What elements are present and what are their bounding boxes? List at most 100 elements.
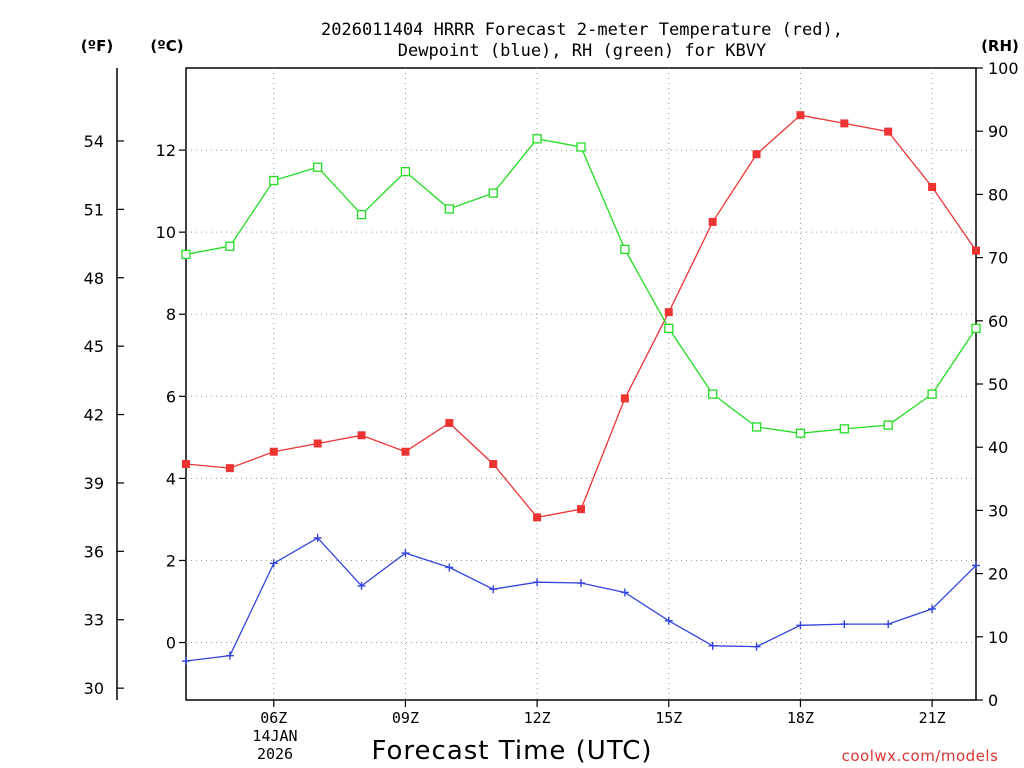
x-tick-label: 21Z — [919, 709, 946, 727]
celsius-tick-label: 4 — [166, 469, 176, 488]
celsius-tick-label: 6 — [166, 387, 176, 406]
rh-point — [839, 424, 849, 434]
rh-point — [576, 142, 586, 152]
fahrenheit-tick-label: 39 — [84, 474, 104, 493]
temperature-point — [313, 439, 322, 448]
rh-unit-label: (RH) — [981, 37, 1019, 55]
rh-point — [313, 162, 323, 172]
temperature-point — [796, 111, 805, 120]
temperature-line — [185, 114, 977, 519]
dewpoint-point — [620, 588, 629, 597]
rh-tick-label: 60 — [988, 312, 1008, 331]
temperature-point — [489, 460, 498, 469]
dewpoint-point — [489, 585, 498, 594]
x-tick-label: 09Z — [392, 709, 419, 727]
rh-tick-label: 70 — [988, 249, 1008, 268]
celsius-unit-label: (ºC) — [150, 37, 183, 55]
dewpoint-point — [182, 657, 190, 666]
fahrenheit-tick-label: 42 — [84, 406, 104, 425]
celsius-tick-label: 2 — [166, 551, 176, 570]
rh-tick-label: 40 — [988, 438, 1008, 457]
celsius-tick-label: 8 — [166, 305, 176, 324]
dewpoint-point — [313, 533, 322, 542]
fahrenheit-tick-label: 45 — [84, 337, 104, 356]
credit-label: coolwx.com/models — [842, 747, 999, 765]
dewpoint-point — [972, 561, 980, 570]
rh-point — [927, 389, 937, 399]
chart-subtitle: Dewpoint (blue), RH (green) for KBVY — [398, 41, 766, 61]
rh-point — [971, 323, 981, 334]
dewpoint-point — [533, 578, 542, 587]
rh-point — [488, 188, 498, 198]
fahrenheit-tick-label: 54 — [84, 132, 104, 151]
temperature-point — [357, 431, 366, 440]
rh-point — [356, 209, 367, 220]
date-label-day: 14JAN — [252, 727, 297, 745]
rh-point — [444, 204, 454, 214]
data-series — [181, 111, 981, 666]
dewpoint-point — [708, 641, 717, 650]
fahrenheit-tick-label: 30 — [84, 679, 104, 698]
fahrenheit-tick-label: 36 — [84, 542, 104, 561]
celsius-tick-label: 10 — [156, 223, 176, 242]
date-label-year: 2026 — [257, 745, 293, 763]
rh-point — [620, 244, 630, 255]
rh-point — [225, 241, 235, 251]
chart-title: 2026011404 HRRR Forecast 2-meter Tempera… — [321, 20, 843, 40]
rh-tick-label: 10 — [988, 628, 1008, 647]
axes: 06Z 09Z 12Z 15Z 18Z 21Z 0 2 4 6 8 10 12 30 33 36 39 42 45 4… — [84, 59, 1019, 727]
x-tick-label: 12Z — [524, 709, 551, 727]
dewpoint-point — [664, 616, 673, 625]
dewpoint-point — [401, 549, 410, 558]
rh-point — [883, 420, 893, 430]
rh-line — [185, 138, 977, 434]
x-tick-label: 15Z — [655, 709, 682, 727]
rh-tick-label: 30 — [988, 501, 1008, 520]
temperature-point — [884, 127, 893, 136]
dewpoint-point — [928, 604, 937, 613]
temperature-point — [269, 447, 278, 456]
temperature-point — [225, 464, 234, 473]
dewpoint-point — [225, 651, 234, 660]
fahrenheit-tick-label: 48 — [84, 269, 104, 288]
grid-lines — [186, 68, 976, 700]
plot-area — [185, 67, 977, 701]
temperature-point — [620, 394, 629, 403]
rh-point — [751, 422, 762, 432]
temperature-point — [577, 505, 585, 514]
temperature-point — [840, 119, 849, 128]
dewpoint-point — [796, 621, 805, 630]
fahrenheit-tick-label: 51 — [84, 200, 104, 219]
temperature-point — [445, 418, 454, 427]
rh-point — [181, 249, 191, 260]
temperature-point — [664, 308, 673, 317]
rh-point — [795, 428, 806, 438]
dewpoint-point — [269, 559, 278, 568]
fahrenheit-tick-label: 33 — [84, 611, 104, 630]
celsius-tick-label: 0 — [166, 634, 176, 653]
rh-tick-label: 80 — [988, 185, 1008, 204]
temperature-point — [752, 150, 761, 159]
rh-tick-label: 20 — [988, 565, 1008, 584]
dewpoint-point — [840, 620, 849, 629]
rh-tick-label: 0 — [988, 691, 998, 710]
rh-point — [400, 166, 411, 177]
rh-point — [532, 134, 542, 144]
x-tick-label: 06Z — [260, 709, 287, 727]
dewpoint-point — [577, 579, 585, 588]
temperature-point — [972, 246, 980, 255]
dewpoint-point — [752, 642, 761, 651]
dewpoint-point — [445, 563, 454, 572]
temperature-point — [401, 447, 410, 456]
temperature-point — [928, 183, 937, 192]
celsius-tick-label: 12 — [156, 141, 176, 160]
dewpoint-point — [884, 620, 893, 629]
rh-point — [708, 389, 718, 399]
rh-tick-label: 100 — [988, 59, 1019, 78]
temperature-point — [182, 460, 190, 469]
x-tick-label: 18Z — [787, 709, 814, 727]
fahrenheit-unit-label: (ºF) — [81, 37, 113, 55]
temperature-point — [533, 513, 542, 522]
rh-point — [269, 175, 279, 186]
